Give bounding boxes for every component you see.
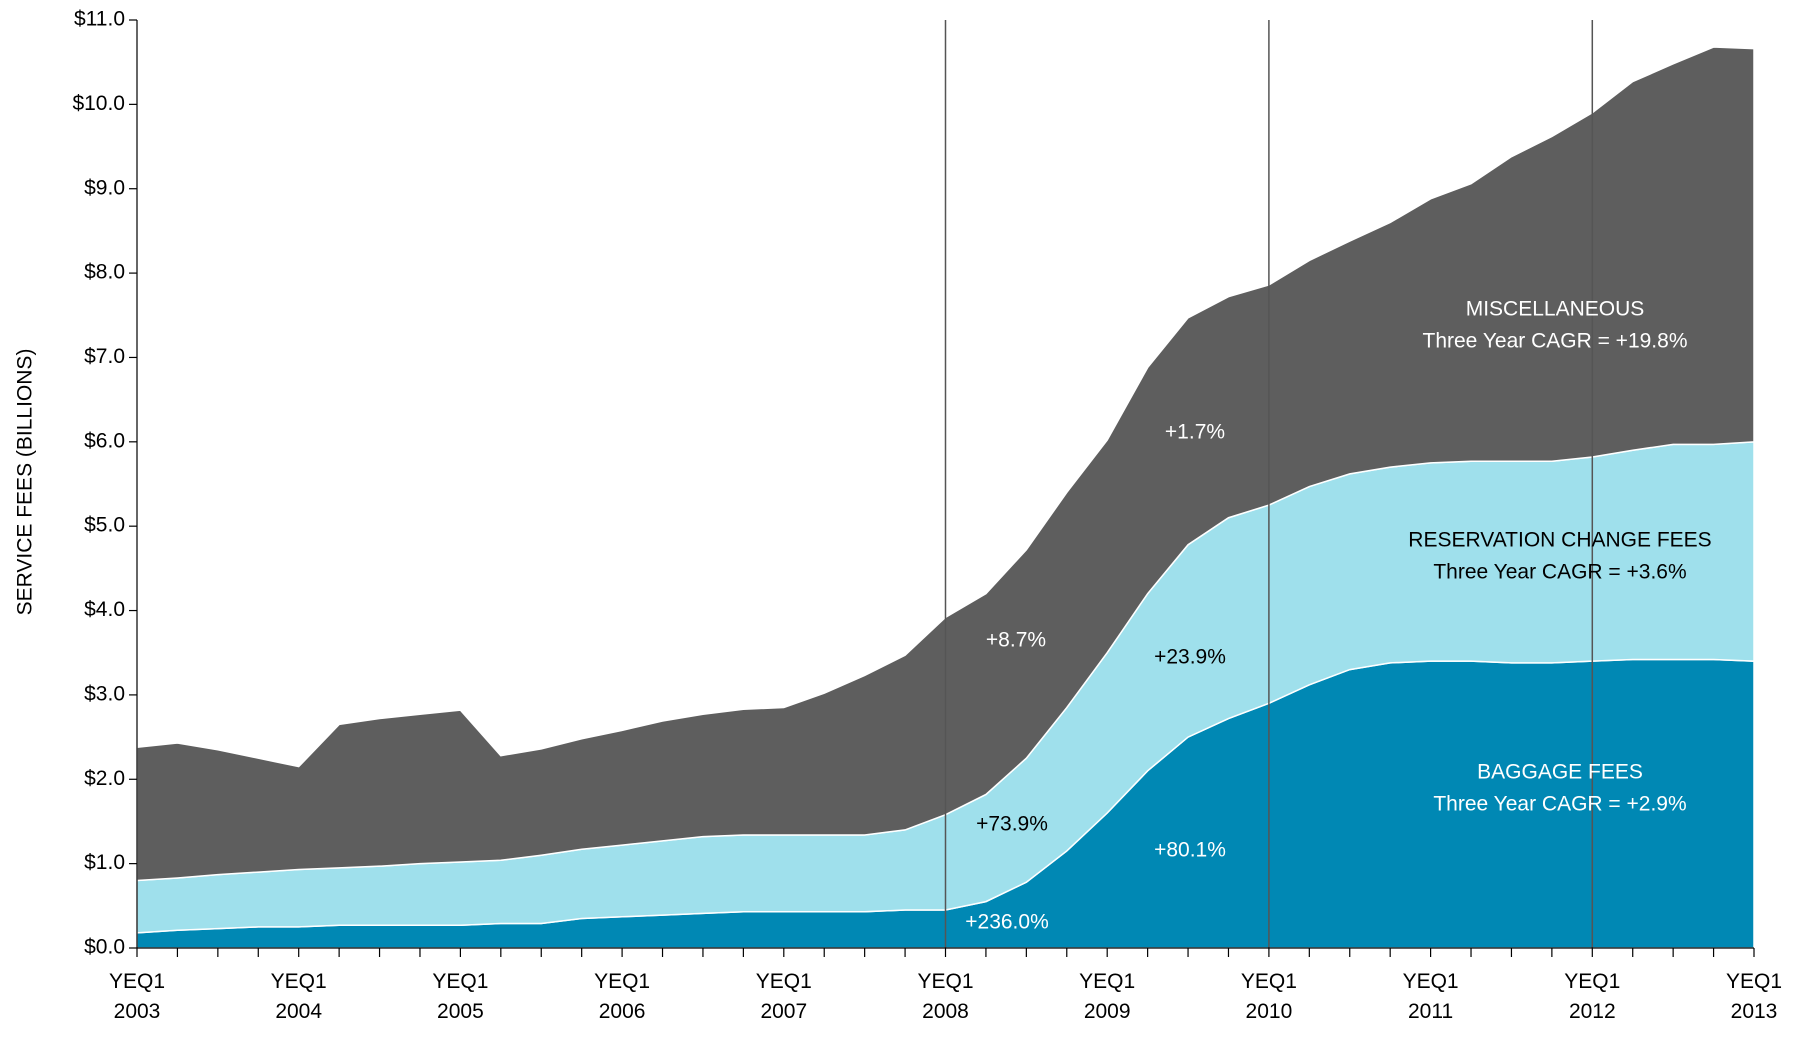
annotation: +1.7% xyxy=(1165,421,1225,444)
x-tick-label: YEQ1 2006 xyxy=(594,970,650,1023)
y-tick-label: $2.0 xyxy=(84,767,125,790)
annotation: Three Year CAGR = +3.6% xyxy=(1433,561,1686,584)
annotation: MISCELLANEOUS xyxy=(1466,298,1645,321)
y-tick-label: $11.0 xyxy=(74,8,125,31)
x-tick-label: YEQ1 2005 xyxy=(432,970,488,1023)
y-tick-label: $4.0 xyxy=(84,598,125,621)
area xyxy=(136,46,1755,882)
annotation: BAGGAGE FEES xyxy=(1477,761,1643,784)
x-tick-label: YEQ1 2007 xyxy=(756,970,812,1023)
annotation: +80.1% xyxy=(1154,839,1226,862)
y-tick-label: $8.0 xyxy=(84,261,125,284)
y-tick-label: $10.0 xyxy=(72,92,125,115)
annotation: +23.9% xyxy=(1154,646,1226,669)
x-tick-label: YEQ1 2004 xyxy=(271,970,327,1023)
y-tick-label: $6.0 xyxy=(84,429,125,452)
annotation: +8.7% xyxy=(986,629,1046,652)
x-tick-label: YEQ1 2011 xyxy=(1403,970,1459,1023)
annotation: +73.9% xyxy=(976,813,1048,836)
x-tick-label: YEQ1 2003 xyxy=(109,970,165,1023)
y-tick-label: $1.0 xyxy=(84,851,125,874)
y-tick-label: $9.0 xyxy=(84,176,125,199)
x-tick-label: YEQ1 2013 xyxy=(1726,970,1782,1023)
y-tick-label: $3.0 xyxy=(84,682,125,705)
x-tick-label: YEQ1 2010 xyxy=(1241,970,1297,1023)
annotation: +236.0% xyxy=(965,911,1049,934)
y-axis-label: SERVICE FEES (BILLIONS) xyxy=(14,349,37,616)
x-tick-label: YEQ1 2012 xyxy=(1564,970,1620,1023)
annotation: Three Year CAGR = +2.9% xyxy=(1433,793,1686,816)
annotation: RESERVATION CHANGE FEES xyxy=(1408,529,1711,552)
annotation: Three Year CAGR = +19.8% xyxy=(1423,330,1688,353)
y-tick-label: $5.0 xyxy=(84,514,125,537)
x-tick-label: YEQ1 2008 xyxy=(917,970,973,1023)
y-tick-label: $7.0 xyxy=(84,345,125,368)
y-tick-label: $0.0 xyxy=(84,936,125,959)
x-tick-label: YEQ1 2009 xyxy=(1079,970,1135,1023)
